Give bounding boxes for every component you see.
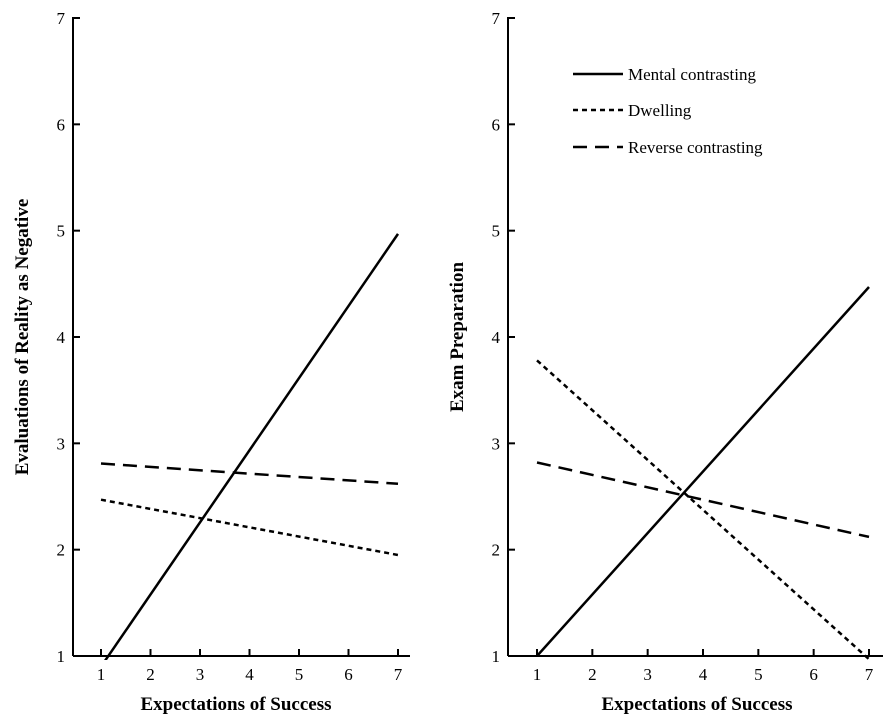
left-series xyxy=(100,233,400,660)
right-y-ticks: 1 2 3 4 5 6 7 xyxy=(492,9,515,666)
series-line-reverse-contrasting xyxy=(536,461,870,539)
y-tick-label: 3 xyxy=(57,434,66,453)
y-tick-label: 7 xyxy=(57,9,66,28)
x-tick-label: 1 xyxy=(97,665,106,684)
legend-label-dwelling: Dwelling xyxy=(628,101,692,120)
x-tick-label: 2 xyxy=(146,665,155,684)
series-line-mental-contrasting xyxy=(104,233,400,660)
y-tick-label: 2 xyxy=(57,541,66,560)
right-x-ticks: 1 2 3 4 5 6 7 xyxy=(533,649,874,684)
y-tick-label: 4 xyxy=(492,328,501,347)
left-y-ticks: 1 2 3 4 5 6 7 xyxy=(57,9,80,666)
x-tick-label: 3 xyxy=(196,665,205,684)
y-tick-label: 4 xyxy=(57,328,66,347)
x-tick-label: 3 xyxy=(643,665,652,684)
series-line-reverse-contrasting xyxy=(100,462,399,485)
right-x-axis-title: Expectations of Success xyxy=(601,694,792,715)
y-tick-label: 1 xyxy=(57,647,66,666)
y-tick-label: 2 xyxy=(492,541,501,560)
y-tick-label: 3 xyxy=(492,434,501,453)
left-y-axis-title: Evaluations of Reality as Negative xyxy=(12,199,33,476)
y-tick-label: 1 xyxy=(492,647,501,666)
x-tick-label: 6 xyxy=(809,665,818,684)
series-line-mental-contrasting xyxy=(536,286,870,657)
legend-label-mental-contrasting: Mental contrasting xyxy=(628,65,756,84)
left-x-ticks: 1 2 3 4 5 6 7 xyxy=(97,649,403,684)
legend: Mental contrasting Dwelling Reverse cont… xyxy=(573,65,763,157)
y-tick-label: 5 xyxy=(57,222,66,241)
series-line-dwelling xyxy=(100,498,399,557)
right-series xyxy=(536,286,870,660)
y-tick-label: 5 xyxy=(492,222,501,241)
x-tick-label: 6 xyxy=(344,665,353,684)
x-tick-label: 5 xyxy=(754,665,763,684)
y-tick-label: 7 xyxy=(492,9,501,28)
series-line-dwelling xyxy=(536,359,870,660)
x-tick-label: 7 xyxy=(394,665,403,684)
y-tick-label: 6 xyxy=(57,115,66,134)
left-x-axis-title: Expectations of Success xyxy=(140,694,331,715)
legend-label-reverse-contrasting: Reverse contrasting xyxy=(628,138,763,157)
x-tick-label: 2 xyxy=(588,665,597,684)
x-tick-label: 5 xyxy=(295,665,304,684)
right-y-axis-title: Exam Preparation xyxy=(447,262,468,412)
x-tick-label: 4 xyxy=(245,665,254,684)
x-tick-label: 4 xyxy=(699,665,708,684)
x-tick-label: 1 xyxy=(533,665,542,684)
x-tick-label: 7 xyxy=(865,665,874,684)
y-tick-label: 6 xyxy=(492,115,501,134)
